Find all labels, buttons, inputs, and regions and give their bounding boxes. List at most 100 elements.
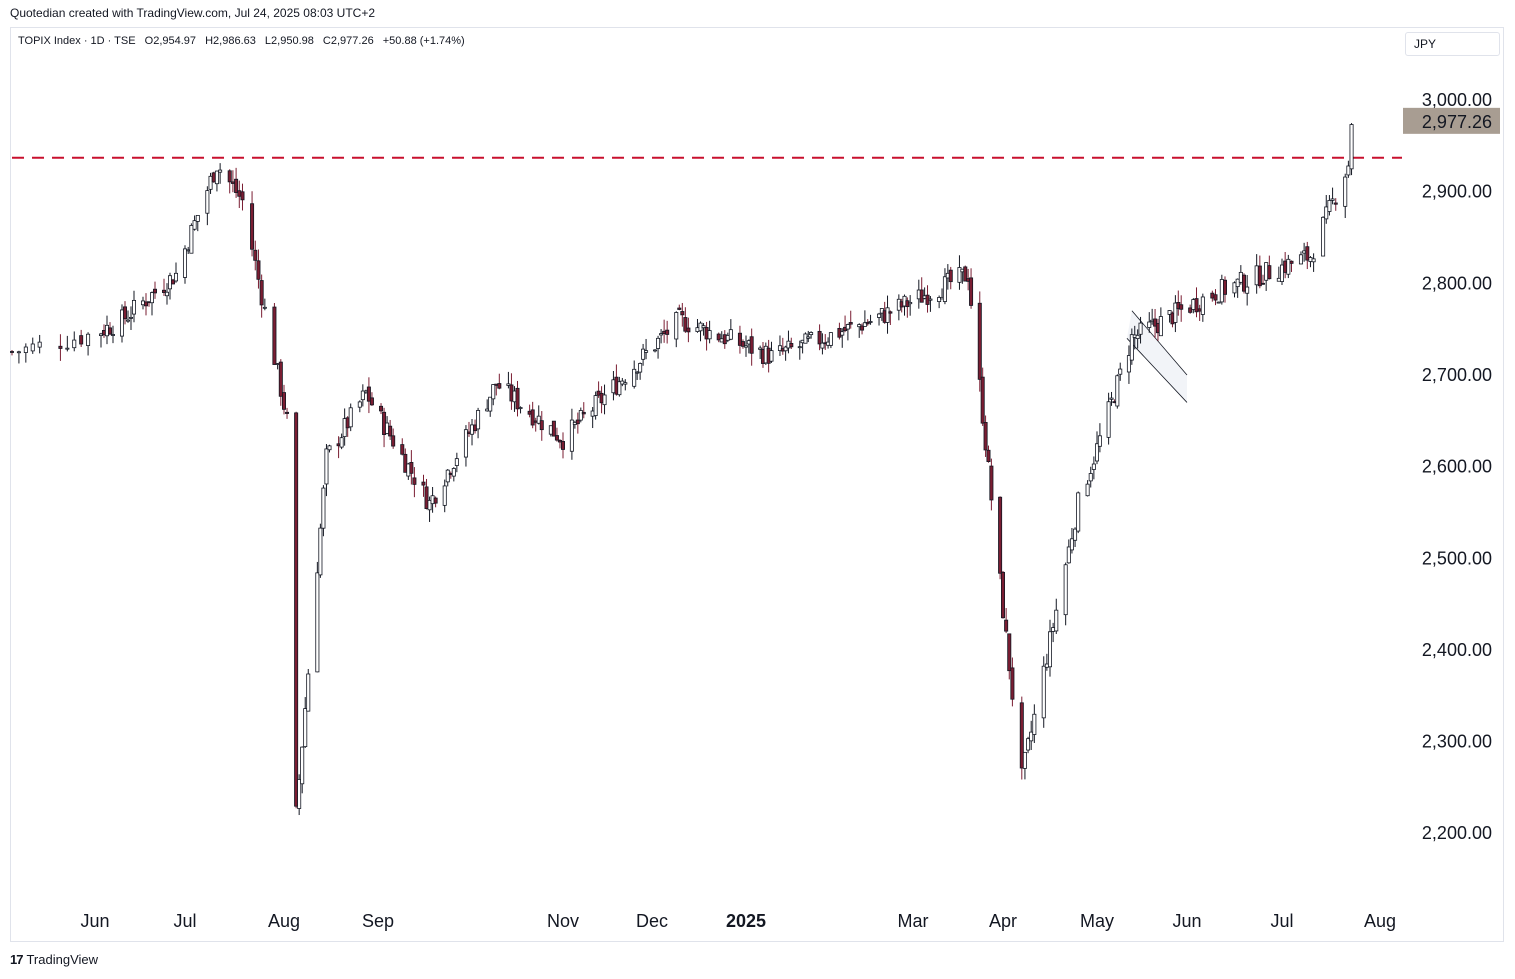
- candle-body: [848, 322, 853, 325]
- candle: [1158, 307, 1163, 337]
- candle: [998, 496, 1003, 580]
- candle: [1308, 256, 1313, 268]
- candle: [1289, 260, 1294, 272]
- candle: [749, 328, 754, 366]
- candle: [737, 325, 742, 354]
- change-value: +50.88 (+1.74%): [382, 35, 465, 47]
- candle-body: [885, 307, 890, 323]
- candle-body: [262, 306, 267, 309]
- candle: [783, 345, 788, 361]
- candle-body: [1085, 483, 1090, 497]
- symbol-label[interactable]: TOPIX Index · 1D · TSE: [18, 35, 136, 47]
- candle-body: [888, 311, 893, 314]
- candle-body: [1286, 258, 1291, 275]
- candle: [828, 332, 833, 349]
- candle-body: [716, 333, 721, 341]
- candle: [149, 291, 154, 316]
- candle-body: [578, 410, 583, 421]
- high-value: H2,986.63: [205, 35, 256, 47]
- candle-body: [281, 392, 286, 410]
- candle-body: [980, 376, 985, 424]
- candle-body: [433, 497, 438, 504]
- candle-body: [294, 412, 299, 807]
- currency-selector[interactable]: JPY: [1405, 32, 1500, 56]
- candle: [840, 328, 845, 348]
- candle-body: [701, 325, 706, 329]
- candle: [862, 310, 867, 327]
- candle-body: [581, 411, 586, 415]
- candle-body: [30, 343, 35, 352]
- candle: [1245, 275, 1250, 306]
- candle-body: [1179, 304, 1184, 310]
- candle: [1051, 622, 1056, 643]
- y-tick-label: 2,300.00: [1422, 732, 1492, 752]
- candle-body: [530, 409, 535, 426]
- candle: [659, 329, 664, 344]
- flag-channel-upper: [1131, 310, 1188, 376]
- candle-body: [149, 292, 154, 304]
- candle: [1276, 266, 1281, 282]
- candle-body: [306, 673, 311, 712]
- candle-body: [1115, 375, 1120, 407]
- candle: [1044, 653, 1049, 671]
- candle: [817, 324, 822, 351]
- candle: [1349, 123, 1354, 176]
- candle-body: [315, 572, 320, 673]
- candle-body: [1173, 302, 1178, 323]
- candle: [108, 322, 113, 336]
- candle: [1010, 657, 1015, 707]
- candle: [1305, 241, 1310, 270]
- candle-body: [1213, 294, 1218, 301]
- candle-body: [86, 333, 91, 346]
- candle: [1106, 392, 1111, 445]
- y-tick-label: 2,900.00: [1422, 182, 1492, 202]
- open-value: O2,954.97: [144, 35, 197, 47]
- candle: [1054, 598, 1059, 634]
- candle: [569, 408, 574, 460]
- candle: [58, 334, 63, 361]
- candle-body: [1001, 571, 1006, 619]
- candle: [865, 319, 870, 326]
- candle-body: [208, 175, 213, 190]
- candle-body: [728, 329, 733, 340]
- candle: [1257, 255, 1262, 289]
- candle-body: [1264, 262, 1269, 281]
- candle-body: [1158, 316, 1163, 337]
- candle-body: [969, 277, 974, 306]
- candle: [1242, 273, 1247, 294]
- candle-body: [327, 445, 332, 451]
- candle-body: [164, 291, 169, 297]
- candle: [1188, 304, 1193, 314]
- candle: [641, 343, 646, 366]
- candle: [278, 359, 283, 406]
- candle: [1327, 195, 1332, 216]
- candle-body: [143, 301, 148, 307]
- tradingview-brand[interactable]: 17 TradingView: [10, 952, 98, 967]
- y-tick-label: 2,800.00: [1422, 273, 1492, 293]
- candle: [234, 167, 239, 198]
- candle-body: [128, 316, 133, 319]
- candle-body: [1066, 546, 1071, 564]
- candle: [1324, 195, 1329, 224]
- candle-body: [1330, 198, 1335, 201]
- candle-body: [1004, 619, 1009, 632]
- candle: [1129, 328, 1134, 365]
- candle-body: [421, 481, 426, 486]
- candle-body: [37, 341, 42, 348]
- candle-body: [1048, 631, 1053, 668]
- candle: [1298, 251, 1303, 265]
- candle: [1147, 312, 1152, 333]
- candle-body: [120, 309, 125, 337]
- candle-body: [451, 468, 456, 477]
- candle: [1216, 301, 1221, 304]
- candle-body: [1283, 260, 1288, 273]
- candle: [677, 304, 682, 311]
- candle: [421, 474, 426, 497]
- candle-body: [986, 449, 991, 462]
- candle-body: [809, 332, 814, 336]
- candle: [463, 425, 468, 467]
- y-tick-label: 2,500.00: [1422, 548, 1492, 568]
- brand-name: TradingView: [26, 952, 99, 967]
- candle-body: [686, 327, 691, 333]
